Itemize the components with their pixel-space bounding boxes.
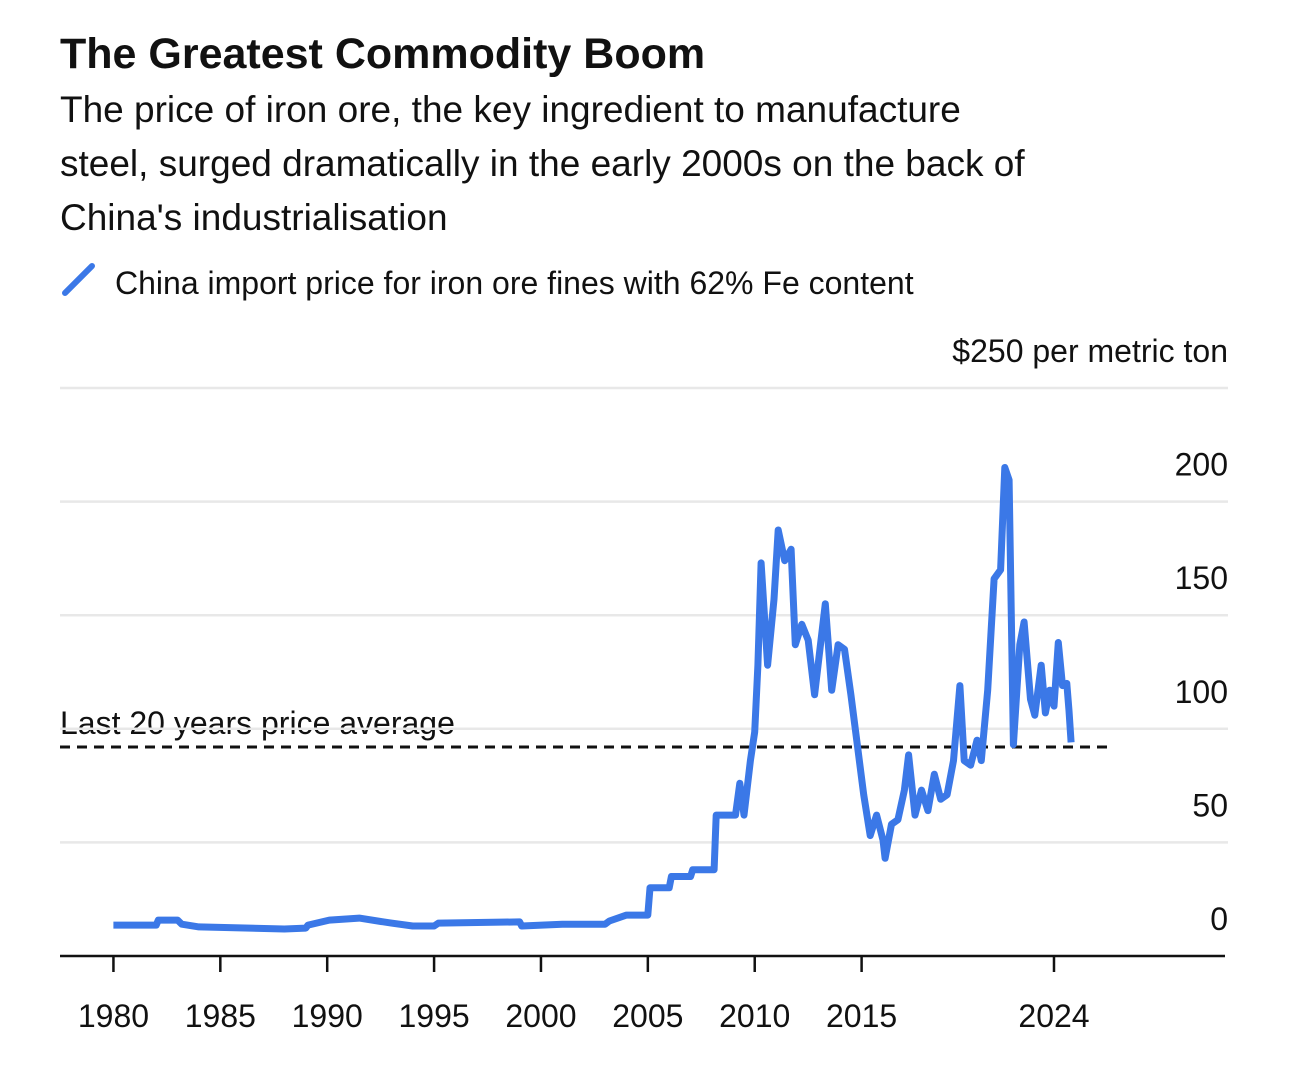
price-line [113,464,1075,933]
legend-swatch [62,263,95,296]
y-tick-label: 100 [1175,674,1228,710]
x-tick-label: 2000 [505,998,576,1034]
x-tick-label: 2010 [719,998,790,1034]
y-tick-label: 50 [1192,787,1228,823]
subtitle: steel, surged dramatically in the early … [60,143,1025,184]
x-tick-label: 1985 [185,998,256,1034]
x-tick-label: 1995 [398,998,469,1034]
x-tick-label: 2005 [612,998,683,1034]
x-tick-label: 2024 [1018,998,1089,1034]
legend-label: China import price for iron ore fines wi… [115,265,914,301]
y-tick-label: $250 per metric ton [952,333,1228,369]
x-tick-label: 1990 [292,998,363,1034]
subtitle: The price of iron ore, the key ingredien… [60,89,961,130]
chart-title: The Greatest Commodity Boom [60,30,705,78]
x-tick-label: 2015 [826,998,897,1034]
y-tick-label: 150 [1175,560,1228,596]
subtitle: China's industrialisation [60,197,448,238]
reference-label: Last 20 years price average [60,705,455,741]
y-tick-label: 200 [1175,447,1228,483]
x-tick-label: 1980 [78,998,149,1034]
y-tick-label: 0 [1210,901,1228,937]
